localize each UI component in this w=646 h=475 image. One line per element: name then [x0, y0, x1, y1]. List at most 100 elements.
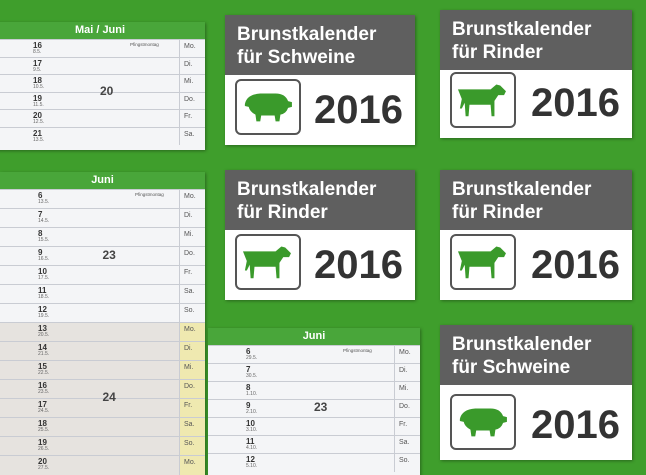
day-row: 20 27.5. Mo.	[0, 455, 205, 475]
day-number: 20	[33, 111, 42, 120]
weekday: Fr.	[394, 418, 420, 436]
weekday: Sa.	[179, 418, 205, 437]
cover-subtitle: für Rinder	[452, 202, 543, 223]
weekday: Do.	[179, 92, 205, 110]
day-date: 11.5.	[33, 101, 44, 108]
day-date: 30.5.	[246, 373, 258, 379]
cover-subtitle: für Rinder	[452, 42, 543, 63]
weekday: Di.	[179, 57, 205, 75]
calendar-page: Juni 6 29.5. Pfingstmontag Mo. 7 30.5. Di. 8 1.10…	[208, 328, 420, 475]
cover-subtitle: für Rinder	[237, 202, 328, 223]
cover-title: Brunstkalender	[237, 24, 377, 45]
weekday: Mo.	[179, 40, 205, 58]
day-number: 10	[246, 419, 255, 428]
cover-year: 2016	[531, 403, 620, 447]
day-row: 7 30.5. Di.	[208, 363, 420, 382]
day-date: 22.5.	[38, 370, 50, 376]
weekday: Do.	[179, 380, 205, 399]
calendar-cover: Brunstkalender für Rinder 2016	[440, 10, 632, 138]
day-number: 12	[246, 455, 255, 464]
cover-year: 2016	[531, 243, 620, 287]
cow-icon	[235, 234, 301, 290]
weekday: Fr.	[179, 266, 205, 285]
day-number: 9	[246, 401, 251, 410]
day-number: 6	[38, 191, 43, 200]
cover-title-band: Brunstkalender für Schweine	[225, 15, 415, 75]
day-date: 25.5.	[38, 427, 50, 433]
day-row: 18 25.5. Sa.	[0, 417, 205, 437]
day-number: 15	[38, 362, 47, 371]
weekday: Mo.	[179, 323, 205, 342]
day-number: 12	[38, 305, 47, 314]
day-number: 7	[38, 210, 43, 219]
weekday: Do.	[179, 247, 205, 266]
day-row: 6 29.5. Pfingstmontag Mo.	[208, 345, 420, 364]
weekday: Mi.	[179, 75, 205, 93]
day-number: 17	[38, 400, 47, 409]
weekday: Mi.	[179, 228, 205, 247]
holiday-note: Pfingstmontag	[135, 192, 164, 197]
day-number: 20	[38, 457, 47, 466]
day-number: 9	[38, 248, 43, 257]
day-row: 16 8.5. Pfingstmontag Mo.	[0, 39, 205, 58]
day-date: 3.10.	[246, 427, 258, 433]
weekday: Sa.	[179, 285, 205, 304]
week-number: 23	[102, 247, 116, 262]
weekday: Mo.	[179, 456, 205, 475]
weekday: Mi.	[179, 361, 205, 380]
day-row: 8 1.10. Mi.	[208, 381, 420, 400]
cow-icon	[450, 234, 516, 290]
weekday: Fr.	[179, 399, 205, 418]
weekday: Mi.	[394, 382, 420, 400]
day-row: 10 3.10. Fr.	[208, 417, 420, 436]
day-number: 16	[38, 381, 47, 390]
cover-subtitle: für Schweine	[452, 357, 571, 378]
weekday: Do.	[394, 400, 420, 418]
weekday: So.	[394, 454, 420, 472]
day-row: 17 9.5. Di.	[0, 56, 205, 75]
weekday: Sa.	[179, 127, 205, 145]
day-date: 13.5.	[38, 199, 50, 205]
day-date: 16.5.	[38, 256, 50, 262]
day-number: 21	[33, 128, 42, 138]
day-date: 15.5.	[38, 237, 50, 243]
day-number: 8	[246, 383, 251, 392]
day-number: 19	[38, 438, 47, 447]
day-number: 8	[38, 229, 43, 238]
day-number: 19	[33, 93, 42, 103]
day-number: 10	[38, 267, 47, 276]
day-row: 21 13.5. Sa.	[0, 126, 205, 145]
weekday: Fr.	[179, 110, 205, 128]
day-number: 16	[33, 41, 42, 50]
cover-year: 2016	[531, 81, 620, 125]
calendar-cover: Brunstkalender für Schweine 2016	[225, 15, 415, 145]
cover-subtitle: für Schweine	[237, 47, 356, 68]
cover-title-band: Brunstkalender für Rinder	[225, 170, 415, 230]
weekday: Di.	[179, 342, 205, 361]
weekday: Di.	[179, 209, 205, 228]
pig-icon	[450, 394, 516, 450]
day-date: 21.5.	[38, 351, 50, 357]
day-row: 19 11.5. Do.	[0, 91, 205, 110]
cover-title: Brunstkalender	[452, 19, 592, 40]
day-date: 8.5.	[33, 49, 42, 55]
day-row: 12 5.10. So.	[208, 453, 420, 472]
month-header: Juni	[208, 328, 420, 345]
weekday: Sa.	[394, 436, 420, 454]
weekday: So.	[179, 437, 205, 456]
cover-title-band: Brunstkalender für Rinder	[440, 170, 632, 230]
day-date: 12.5.	[33, 119, 45, 125]
month-header: Mai / Juni	[0, 22, 205, 39]
calendar-cover: Brunstkalender für Schweine 2016	[440, 325, 632, 460]
day-row: 11 4.10. Sa.	[208, 435, 420, 454]
day-date: 27.5.	[38, 465, 50, 471]
day-date: 4.10.	[246, 445, 258, 451]
calendar-cover: Brunstkalender für Rinder 2016	[225, 170, 415, 300]
day-number: 18	[38, 419, 47, 428]
day-date: 5.10.	[246, 463, 258, 469]
weekday: Mo.	[394, 346, 420, 364]
day-row: 20 12.5. Fr.	[0, 109, 205, 128]
day-row: 6 13.5. Pfingstmontag Mo.	[0, 189, 205, 209]
week-number: 23	[314, 400, 328, 414]
